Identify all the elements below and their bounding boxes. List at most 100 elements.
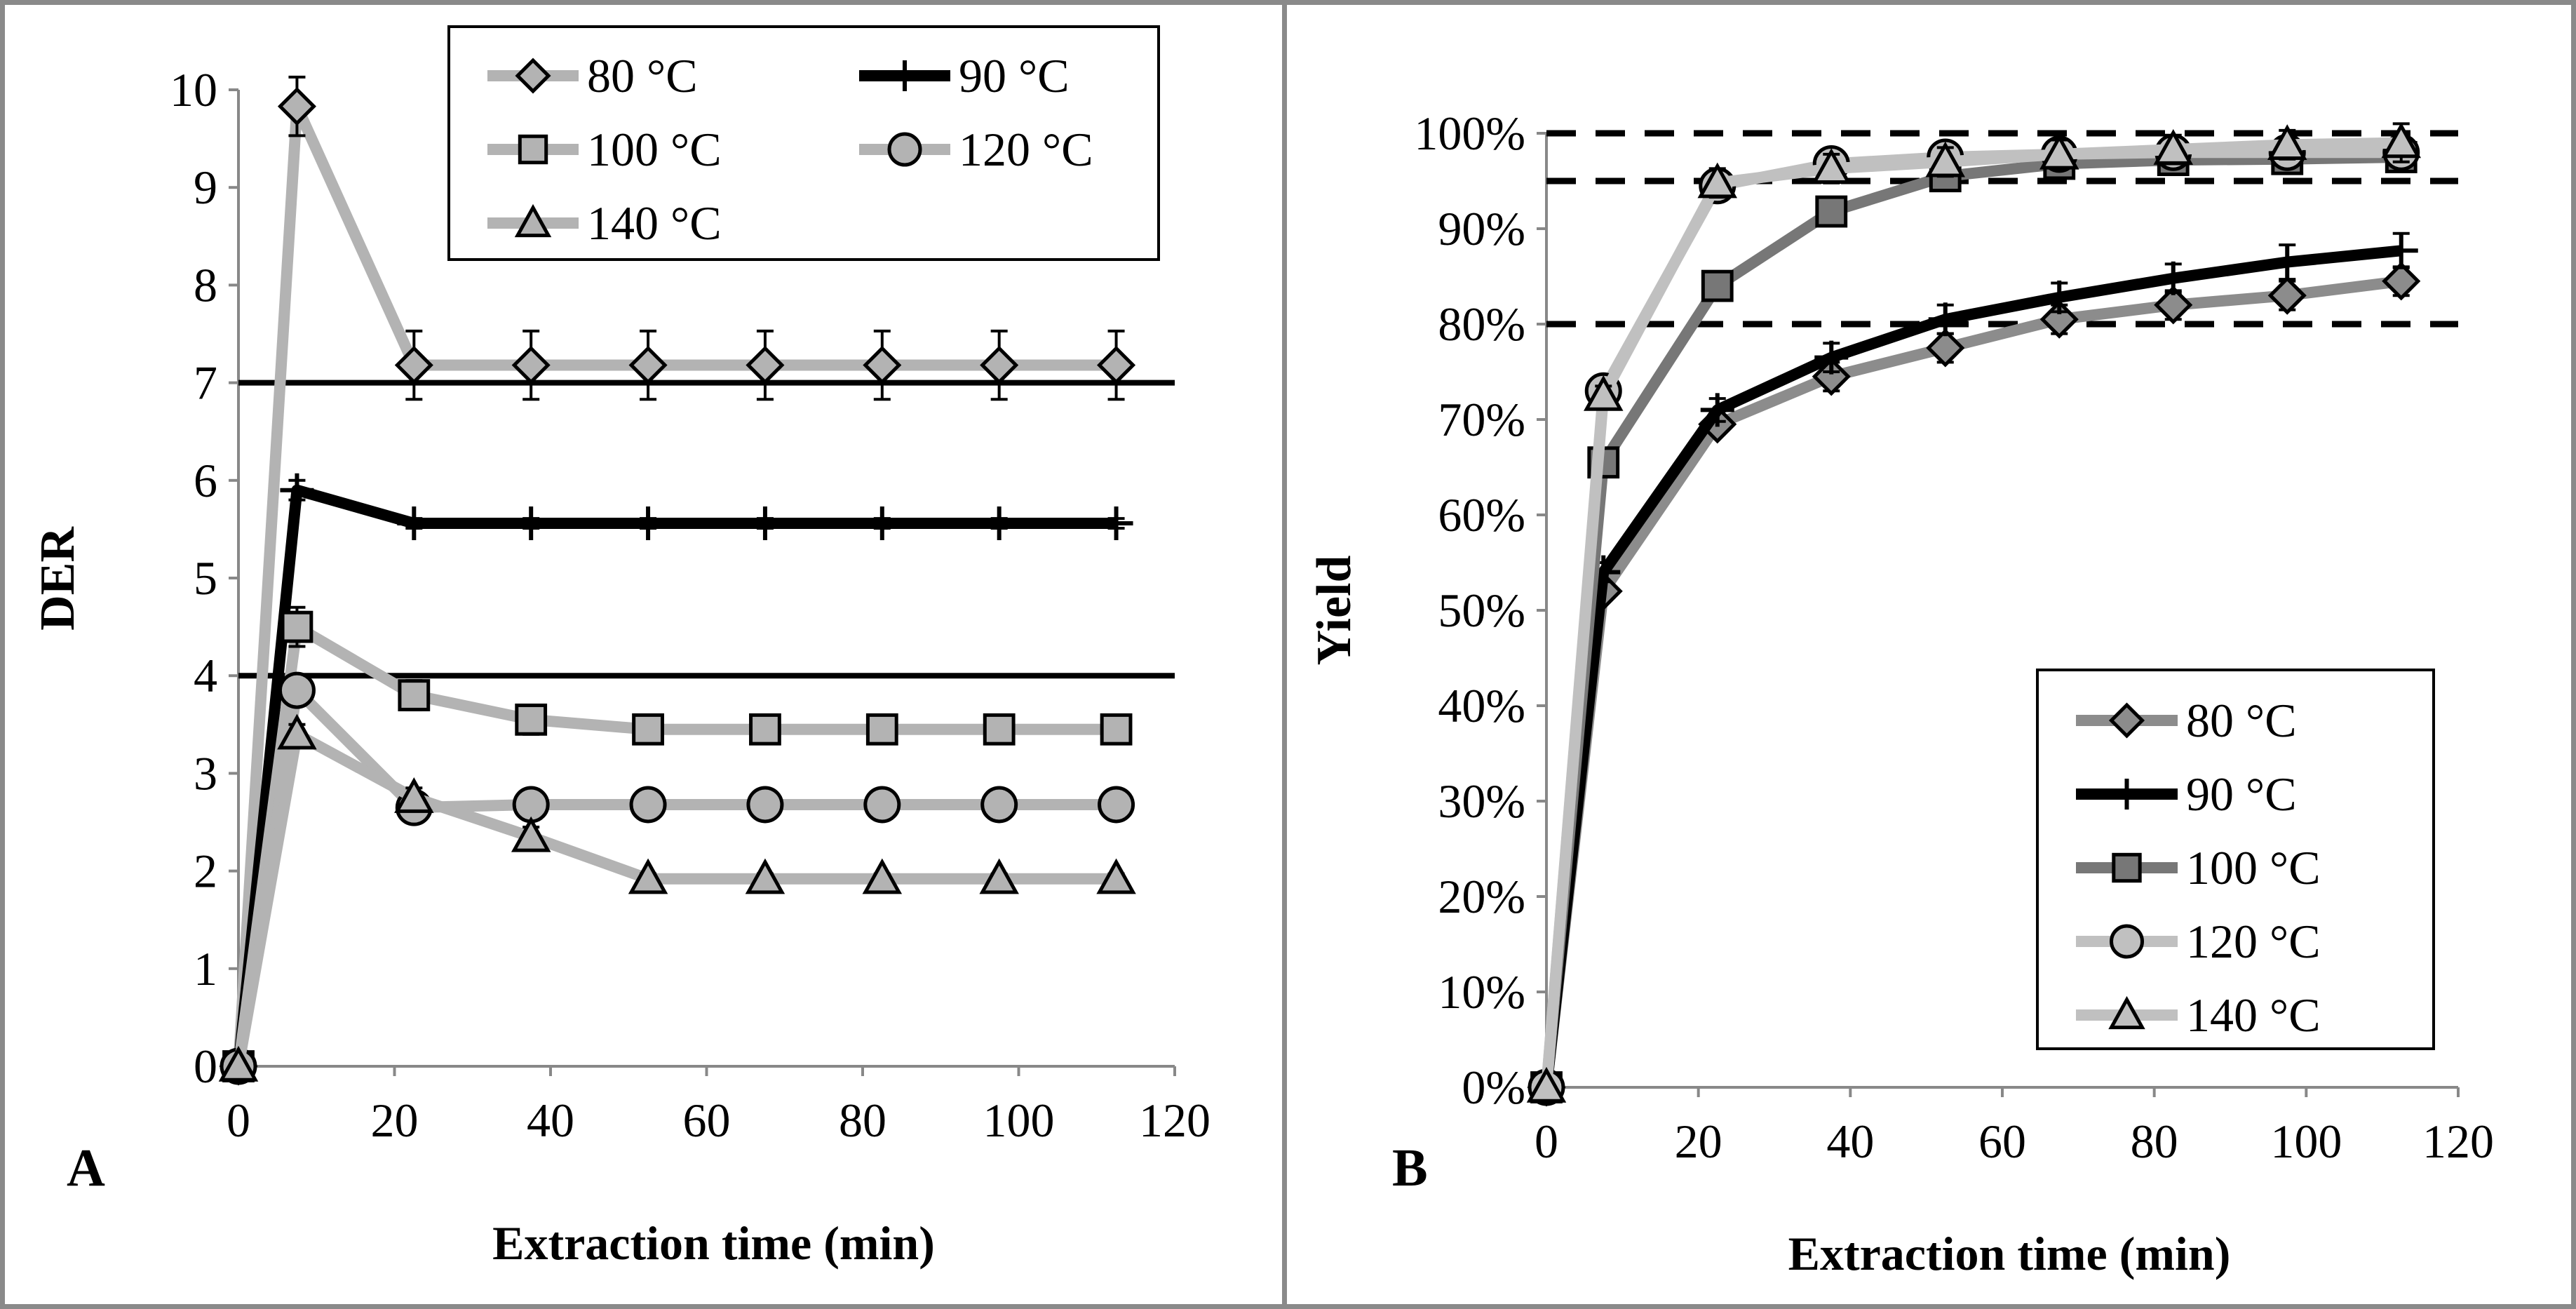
legend-marker (514, 203, 552, 238)
data-point (863, 786, 901, 824)
legend-item: 100 °C (2076, 841, 2321, 894)
data-point (631, 506, 666, 541)
x-tick-label: 40 (527, 1094, 574, 1147)
legend-label: 90 °C (2186, 767, 2297, 821)
data-point (983, 713, 1016, 746)
data-point (1701, 269, 1734, 302)
y-tick-label: 30% (1438, 774, 1525, 828)
y-tick-label: 10% (1438, 965, 1525, 1019)
legend-item: 120 °C (859, 123, 1093, 176)
data-point (281, 610, 313, 643)
series-90c (222, 473, 1133, 1083)
legend-marker (2110, 924, 2144, 959)
data-point (2154, 286, 2193, 325)
y-tick-label: 5 (194, 551, 217, 605)
data-point (277, 713, 317, 750)
legend-item: 90 °C (859, 49, 1070, 102)
data-point (398, 679, 431, 711)
x-tick-label: 100 (2270, 1115, 2342, 1168)
y-axis-title: Yield (1307, 556, 1361, 666)
data-point (1097, 346, 1136, 385)
series-line (233, 621, 1117, 1068)
y-tick-label: 4 (194, 649, 217, 702)
data-point (2270, 245, 2305, 279)
series-120c (220, 671, 1135, 1085)
data-point (863, 346, 902, 385)
y-tick-label: 0 (194, 1040, 217, 1093)
y-tick-label: 7 (194, 356, 217, 410)
data-point (2042, 280, 2077, 314)
data-point (862, 858, 903, 894)
x-tick-label: 80 (2131, 1115, 2178, 1168)
x-tick-label: 0 (227, 1094, 250, 1147)
data-point (746, 346, 785, 385)
legend-label: 80 °C (587, 49, 698, 102)
data-point (982, 506, 1016, 541)
data-point (865, 506, 899, 541)
y-tick-label: 20% (1438, 870, 1525, 923)
series-line (233, 728, 1117, 1068)
y-tick-label: 9 (194, 161, 217, 214)
legend-marker (887, 132, 922, 167)
legend-label: 120 °C (2186, 915, 2321, 968)
data-point (278, 671, 316, 709)
data-point (632, 713, 664, 746)
legend-item: 80 °C (2076, 694, 2297, 747)
x-tick-label: 60 (683, 1094, 731, 1147)
y-tick-label: 2 (194, 845, 217, 898)
panel-b: 0% 10% 20% 30% 40% 50% 60% 70% 80% 90% 100% 0 20 40 60… (1307, 107, 2494, 1280)
legend-item: 140 °C (487, 196, 722, 250)
y-tick-label: 1 (194, 942, 217, 995)
data-point (394, 777, 434, 813)
legend-label: 140 °C (2186, 988, 2321, 1042)
data-point (397, 506, 431, 541)
x-tick-label: 60 (1978, 1115, 2026, 1168)
y-tick-label: 70% (1438, 393, 1525, 446)
series-100c (222, 605, 1133, 1082)
y-tick-label: 3 (194, 746, 217, 800)
y-tick-label: 8 (194, 258, 217, 311)
data-point (746, 786, 784, 824)
data-point (394, 346, 433, 385)
legend-item: 100 °C (487, 123, 722, 176)
y-tick-label: 80% (1438, 297, 1525, 351)
legend-box (2036, 669, 2435, 1050)
data-point (2384, 234, 2418, 268)
legend-item: 120 °C (2076, 915, 2321, 968)
data-point (1584, 375, 1624, 411)
series-140c (1526, 122, 2421, 1103)
legend-marker (2108, 702, 2145, 739)
legend-marker (2112, 852, 2142, 883)
data-point (748, 506, 782, 541)
data-point (2267, 276, 2307, 315)
legend-label: 120 °C (959, 123, 1093, 176)
panel-letter: A (67, 1139, 105, 1197)
legend-marker (2111, 779, 2143, 810)
x-tick-label: 40 (1826, 1115, 1874, 1168)
data-point (218, 1045, 259, 1082)
data-point (514, 506, 548, 541)
x-tick-label: 0 (1535, 1115, 1558, 1168)
x-tick-label: 120 (2422, 1115, 2494, 1168)
x-tick-label: 80 (839, 1094, 886, 1147)
x-axis-title: Extraction time (min) (1788, 1227, 2231, 1280)
legend: 80 °C 90 °C 100 °C 120 °C 140 °C (2036, 669, 2435, 1050)
x-tick-label: 120 (1139, 1094, 1211, 1147)
y-tick-label: 10 (170, 63, 217, 116)
legend-marker (515, 58, 551, 94)
panel-letter: B (1392, 1139, 1428, 1197)
data-point (1697, 162, 1737, 199)
data-point (745, 858, 785, 894)
data-point (277, 87, 316, 126)
data-point (628, 346, 668, 385)
y-axis-title: DER (31, 526, 85, 631)
data-point (1096, 858, 1136, 894)
legend-label: 100 °C (587, 123, 722, 176)
legend: 80 °C 90 °C 100 °C 120 °C 140 °C (447, 25, 1160, 261)
data-point (1928, 302, 1962, 337)
data-point (629, 786, 667, 824)
data-point (1700, 393, 1734, 427)
